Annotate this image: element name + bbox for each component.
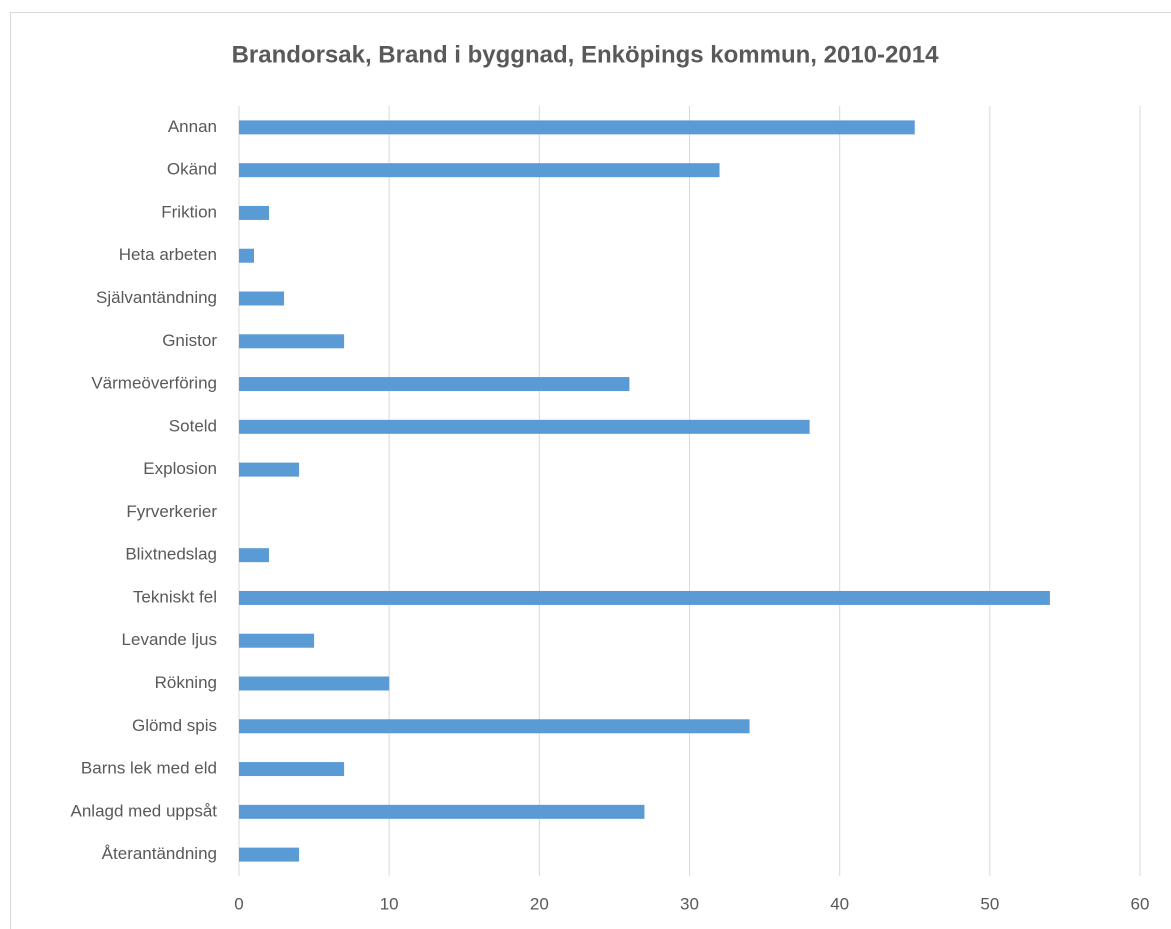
x-tick-label: 30 xyxy=(680,894,699,913)
chart-title: Brandorsak, Brand i byggnad, Enköpings k… xyxy=(232,41,940,68)
y-tick-label: Glömd spis xyxy=(132,716,217,735)
bar xyxy=(239,462,300,477)
bar xyxy=(239,291,285,306)
y-tick-label: Okänd xyxy=(167,160,217,179)
x-tick-label: 10 xyxy=(380,894,399,913)
y-tick-label: Fyrverkerier xyxy=(126,502,217,521)
bar xyxy=(239,804,645,819)
y-tick-label: Soteld xyxy=(169,416,217,435)
y-tick-label: Annan xyxy=(168,117,217,136)
y-tick-label: Värmeöverföring xyxy=(91,374,217,393)
bar xyxy=(239,590,1050,605)
bar xyxy=(239,248,255,263)
x-tick-label: 60 xyxy=(1131,894,1150,913)
bar xyxy=(239,762,345,777)
bar xyxy=(239,334,345,349)
y-tick-label: Självantändning xyxy=(96,288,217,307)
x-tick-label: 20 xyxy=(530,894,549,913)
y-tick-label: Återantändning xyxy=(102,844,217,863)
y-tick-label: Levande ljus xyxy=(122,630,217,649)
bar xyxy=(239,120,915,135)
bar xyxy=(239,548,270,563)
y-tick-label: Tekniskt fel xyxy=(133,587,217,606)
y-tick-label: Friktion xyxy=(161,202,217,221)
bar xyxy=(239,205,270,220)
bar xyxy=(239,377,630,392)
bar xyxy=(239,163,720,178)
y-tick-label: Anlagd med uppsåt xyxy=(71,801,218,820)
y-tick-label: Explosion xyxy=(143,459,217,478)
bar xyxy=(239,676,390,691)
bar xyxy=(239,719,750,734)
y-tick-label: Heta arbeten xyxy=(119,245,217,264)
y-tick-label: Barns lek med eld xyxy=(81,759,217,778)
y-tick-label: Gnistor xyxy=(162,331,217,350)
bar xyxy=(239,419,810,434)
bar xyxy=(239,633,315,648)
bar xyxy=(239,847,300,862)
y-tick-label: Rökning xyxy=(155,673,217,692)
x-tick-label: 50 xyxy=(980,894,999,913)
x-tick-label: 40 xyxy=(830,894,849,913)
x-tick-label: 0 xyxy=(234,894,243,913)
y-tick-label: Blixtnedslag xyxy=(125,545,217,564)
